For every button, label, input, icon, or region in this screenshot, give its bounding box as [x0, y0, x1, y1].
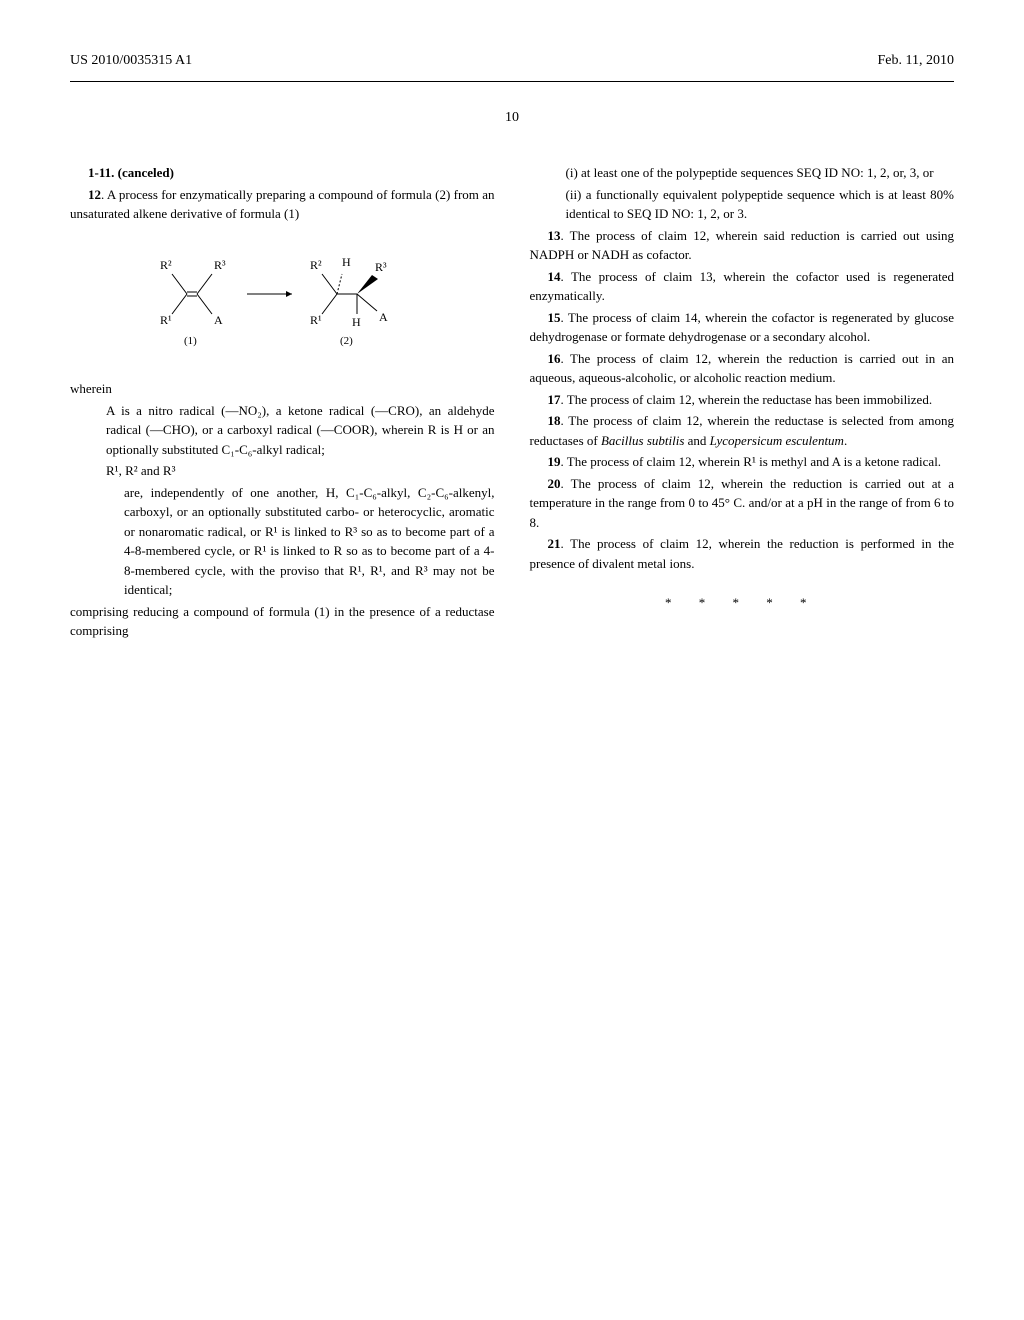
chemical-formula-diagram: R² R³ R¹ A (1) R² H R³	[142, 249, 422, 355]
claim-19: 19. The process of claim 12, wherein R¹ …	[530, 452, 955, 472]
wherein-label: wherein	[70, 379, 495, 399]
svg-text:(1): (1)	[184, 335, 197, 347]
document-date: Feb. 11, 2010	[878, 50, 954, 71]
left-column: 1-11. (canceled) 12. A process for enzym…	[70, 163, 495, 643]
item-i: (i) at least one of the polypeptide sequ…	[530, 163, 955, 183]
claim-19-num: 19	[548, 454, 561, 469]
claim-13-text: . The process of claim 12, wherein said …	[530, 228, 955, 263]
page-number: 10	[70, 107, 954, 128]
content-columns: 1-11. (canceled) 12. A process for enzym…	[70, 163, 954, 643]
svg-text:R²: R²	[310, 258, 322, 272]
claim-18-text-c: and	[684, 433, 709, 448]
claim-19-text: . The process of claim 12, wherein R¹ is…	[561, 454, 942, 469]
svg-text:H: H	[352, 315, 361, 329]
claim-12-body: . A process for enzymatically preparing …	[70, 187, 495, 222]
svg-text:R¹: R¹	[160, 313, 172, 327]
claim-12-number: 12	[88, 187, 101, 202]
claim-20: 20. The process of claim 12, wherein the…	[530, 474, 955, 533]
claim-18-organism-1: Bacillus subtilis	[601, 433, 684, 448]
svg-text:A: A	[214, 313, 223, 327]
svg-text:R³: R³	[375, 260, 387, 274]
formula-svg: R² R³ R¹ A (1) R² H R³	[142, 249, 422, 349]
claim-15-text: . The process of claim 14, wherein the c…	[530, 310, 955, 345]
svg-text:(2): (2)	[340, 335, 353, 347]
claim-20-text: . The process of claim 12, wherein the r…	[530, 476, 955, 530]
claim-21-text: . The process of claim 12, wherein the r…	[530, 536, 955, 571]
claim-12-text: 12. A process for enzymatically preparin…	[70, 185, 495, 224]
claim-18: 18. The process of claim 12, wherein the…	[530, 411, 955, 450]
svg-text:R³: R³	[214, 258, 226, 272]
claim-18-num: 18	[548, 413, 561, 428]
claim-14-num: 14	[548, 269, 561, 284]
claim-20-num: 20	[548, 476, 561, 491]
right-column: (i) at least one of the polypeptide sequ…	[530, 163, 955, 643]
claim-17-num: 17	[548, 392, 561, 407]
svg-text:A: A	[379, 310, 388, 324]
end-marks: * * * * *	[530, 593, 955, 613]
r-definition-intro: R¹, R² and R³	[70, 461, 495, 481]
claim-17: 17. The process of claim 12, wherein the…	[530, 390, 955, 410]
claim-16-text: . The process of claim 12, wherein the r…	[530, 351, 955, 386]
document-id: US 2010/0035315 A1	[70, 50, 192, 71]
item-ii: (ii) a functionally equivalent polypepti…	[530, 185, 955, 224]
claim-15: 15. The process of claim 14, wherein the…	[530, 308, 955, 347]
r-definition-body: are, independently of one another, H, C₁…	[70, 483, 495, 600]
svg-text:R²: R²	[160, 258, 172, 272]
claim-16: 16. The process of claim 12, wherein the…	[530, 349, 955, 388]
claims-1-11-canceled: 1-11. (canceled)	[70, 163, 495, 183]
svg-text:H: H	[342, 255, 351, 269]
claim-14-text: . The process of claim 13, wherein the c…	[530, 269, 955, 304]
header-divider	[70, 81, 954, 82]
claim-18-organism-2: Lycopersicum esculentum	[710, 433, 844, 448]
claim-18-text-e: .	[844, 433, 847, 448]
claim-1-11-label: 1-11. (canceled)	[88, 165, 174, 180]
svg-text:R¹: R¹	[310, 313, 322, 327]
a-definition: A is a nitro radical (—NO₂), a ketone ra…	[70, 401, 495, 460]
claim-13-num: 13	[548, 228, 561, 243]
claim-16-num: 16	[548, 351, 561, 366]
claim-13: 13. The process of claim 12, wherein sai…	[530, 226, 955, 265]
page-header: US 2010/0035315 A1 Feb. 11, 2010	[70, 50, 954, 71]
claim-21-num: 21	[548, 536, 561, 551]
claim-21: 21. The process of claim 12, wherein the…	[530, 534, 955, 573]
claim-15-num: 15	[548, 310, 561, 325]
claim-17-text: . The process of claim 12, wherein the r…	[561, 392, 933, 407]
comprising-text: comprising reducing a compound of formul…	[70, 602, 495, 641]
claim-14: 14. The process of claim 13, wherein the…	[530, 267, 955, 306]
